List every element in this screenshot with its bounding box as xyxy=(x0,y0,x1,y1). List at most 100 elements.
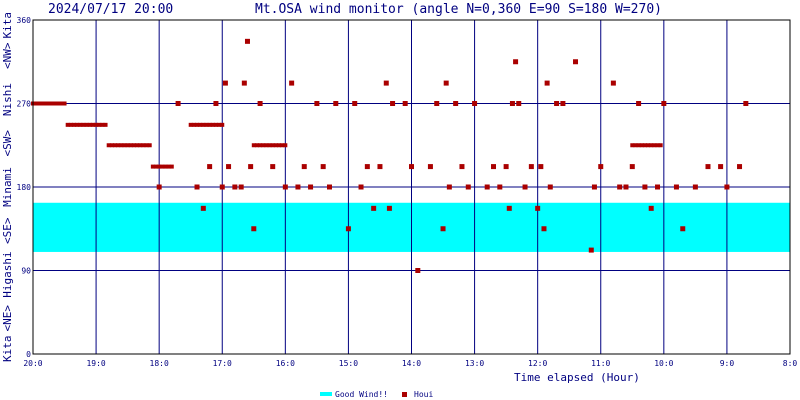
x-tick-label: 12:0 xyxy=(528,359,547,368)
houi-point xyxy=(630,143,635,148)
y-side-label: Kita xyxy=(1,336,14,363)
houi-point xyxy=(166,164,171,169)
houi-point xyxy=(261,143,266,148)
houi-point xyxy=(226,164,232,170)
houi-point xyxy=(207,122,212,127)
houi-point xyxy=(198,122,203,127)
houi-point xyxy=(283,143,288,148)
houi-point xyxy=(103,122,108,127)
houi-point xyxy=(506,205,512,211)
houi-point xyxy=(248,164,254,170)
houi-point xyxy=(289,80,295,86)
houi-point xyxy=(465,184,471,190)
y-side-label: <NW> xyxy=(1,42,14,69)
houi-point xyxy=(390,101,396,106)
houi-point xyxy=(213,101,219,106)
houi-point xyxy=(78,122,83,127)
houi-point xyxy=(658,143,663,148)
houi-point xyxy=(56,101,61,106)
x-tick-label: 16:0 xyxy=(276,359,295,368)
houi-point xyxy=(636,143,641,148)
houi-point xyxy=(345,226,351,232)
x-axis-title: Time elapsed (Hour) xyxy=(514,371,640,384)
x-tick-label: 17:0 xyxy=(213,359,232,368)
houi-point xyxy=(513,59,519,65)
houi-point xyxy=(314,101,320,106)
houi-point xyxy=(629,164,635,170)
houi-point xyxy=(113,143,118,148)
y-axis-compass-labels: Kita <NE> Higashi <SE> Minami <SW> Nishi <NW> Ki… xyxy=(1,12,14,362)
houi-point xyxy=(232,184,238,190)
x-tick-label: 11:0 xyxy=(591,359,610,368)
houi-point xyxy=(497,184,503,190)
houi-point xyxy=(37,101,42,106)
houi-point xyxy=(81,122,86,127)
houi-point xyxy=(273,143,278,148)
houi-point xyxy=(522,184,528,190)
y-tick-label: 0 xyxy=(26,350,31,359)
legend-good-wind-label: Good Wind!! xyxy=(335,390,388,399)
houi-point xyxy=(204,122,209,127)
y-side-label: Nishi xyxy=(1,83,14,116)
houi-point xyxy=(692,184,698,190)
houi-point xyxy=(257,101,263,106)
houi-point xyxy=(743,101,749,106)
houi-point xyxy=(207,164,213,170)
houi-point xyxy=(503,164,509,170)
houi-point xyxy=(459,164,465,170)
houi-point xyxy=(222,80,228,86)
y-side-label: Higashi xyxy=(1,251,14,297)
houi-point xyxy=(320,164,326,170)
houi-point xyxy=(122,143,127,148)
houi-point xyxy=(642,143,647,148)
houi-point xyxy=(125,143,130,148)
houi-point xyxy=(49,101,54,106)
x-tick-label: 9:0 xyxy=(720,359,735,368)
houi-point xyxy=(65,122,70,127)
houi-point xyxy=(535,205,541,211)
houi-point xyxy=(141,143,146,148)
houi-point xyxy=(648,205,654,211)
houi-point xyxy=(509,101,515,106)
y-side-label: <SE> xyxy=(1,217,14,244)
houi-point xyxy=(175,101,181,106)
houi-point xyxy=(147,143,152,148)
houi-point xyxy=(109,143,114,148)
houi-point xyxy=(282,184,288,190)
houi-point xyxy=(277,143,282,148)
houi-point xyxy=(308,184,314,190)
houi-point xyxy=(75,122,80,127)
y-tick-label: 180 xyxy=(17,183,32,192)
houi-point xyxy=(443,80,449,86)
houi-point xyxy=(238,184,244,190)
y-side-label: <NE> xyxy=(1,305,14,332)
houi-point xyxy=(53,101,58,106)
houi-series xyxy=(31,38,749,273)
houi-point xyxy=(573,59,579,65)
houi-point xyxy=(219,184,225,190)
houi-point xyxy=(84,122,89,127)
houi-point xyxy=(280,143,285,148)
houi-point xyxy=(40,101,45,106)
houi-point xyxy=(194,184,200,190)
houi-point xyxy=(72,122,77,127)
houi-point xyxy=(87,122,92,127)
houi-point xyxy=(100,122,105,127)
y-tick-label: 90 xyxy=(21,267,31,276)
houi-point xyxy=(516,101,522,106)
houi-point xyxy=(655,143,660,148)
houi-point xyxy=(241,80,247,86)
y-side-label: Minami xyxy=(1,167,14,207)
houi-point xyxy=(119,143,124,148)
legend-good-wind-swatch xyxy=(320,392,332,396)
houi-point xyxy=(62,101,67,106)
houi-point xyxy=(446,184,452,190)
houi-point xyxy=(195,122,200,127)
houi-point xyxy=(680,226,686,232)
x-tick-label: 13:0 xyxy=(465,359,484,368)
houi-point xyxy=(68,122,73,127)
houi-point xyxy=(163,164,168,169)
houi-point xyxy=(541,226,547,232)
houi-point xyxy=(210,122,215,127)
houi-point xyxy=(267,143,272,148)
